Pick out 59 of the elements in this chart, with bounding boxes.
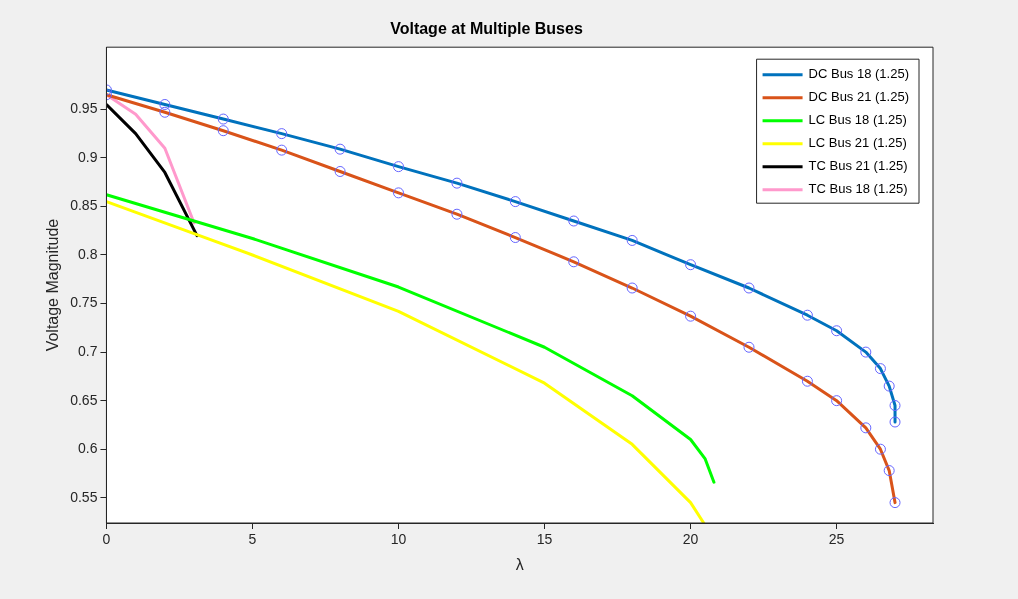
legend-label: DC Bus 21 (1.25) bbox=[808, 89, 909, 105]
chart-title: Voltage at Multiple Buses bbox=[390, 20, 583, 38]
point bbox=[801, 375, 813, 387]
y-tick-label: 0.65 bbox=[70, 391, 98, 408]
point bbox=[626, 282, 638, 294]
legend-label: LC Bus 21 (1.25) bbox=[808, 135, 907, 151]
point bbox=[889, 400, 901, 412]
x-tick-label: 25 bbox=[828, 531, 845, 548]
point bbox=[451, 208, 463, 220]
point bbox=[276, 144, 288, 156]
point bbox=[159, 98, 171, 110]
y-tick-label: 0.55 bbox=[70, 488, 98, 505]
point bbox=[831, 325, 843, 337]
point bbox=[159, 106, 171, 118]
x-tick-label: 20 bbox=[682, 531, 699, 548]
point bbox=[334, 165, 346, 177]
point bbox=[509, 232, 521, 244]
y-axis-title: Voltage Magnitude bbox=[44, 218, 62, 352]
point bbox=[393, 187, 405, 199]
point bbox=[509, 196, 521, 208]
point bbox=[889, 416, 901, 428]
point bbox=[393, 161, 405, 173]
point bbox=[889, 497, 901, 509]
point bbox=[685, 310, 697, 322]
point bbox=[217, 125, 229, 137]
y-tick-label: 0.8 bbox=[77, 245, 98, 262]
y-tick-label: 0.85 bbox=[70, 197, 98, 214]
legend-label: DC Bus 18 (1.25) bbox=[808, 66, 909, 82]
y-tick-label: 0.9 bbox=[77, 148, 98, 165]
point bbox=[874, 363, 886, 375]
point bbox=[743, 341, 755, 353]
legend-label: TC Bus 21 (1.25) bbox=[808, 158, 908, 174]
point bbox=[874, 443, 886, 455]
x-tick-label: 10 bbox=[390, 531, 407, 548]
point bbox=[831, 395, 843, 407]
legend-label: TC Bus 18 (1.25) bbox=[808, 181, 908, 197]
y-tick-label: 0.75 bbox=[70, 294, 98, 311]
x-tick-label: 15 bbox=[536, 531, 553, 548]
legend-label: LC Bus 18 (1.25) bbox=[808, 112, 907, 128]
point bbox=[860, 346, 872, 358]
point bbox=[451, 177, 463, 189]
point bbox=[883, 380, 895, 392]
y-tick-label: 0.7 bbox=[77, 342, 98, 359]
point bbox=[276, 128, 288, 140]
point bbox=[883, 465, 895, 477]
x-tick-label: 0 bbox=[102, 531, 111, 548]
y-tick-label: 0.95 bbox=[70, 100, 98, 117]
point bbox=[743, 282, 755, 294]
point bbox=[685, 259, 697, 271]
point bbox=[801, 309, 813, 321]
point bbox=[626, 234, 638, 246]
point bbox=[334, 143, 346, 155]
x-axis-title: λ bbox=[515, 555, 524, 573]
point bbox=[568, 256, 580, 268]
y-tick-label: 0.6 bbox=[77, 440, 98, 457]
point bbox=[217, 113, 229, 125]
point bbox=[568, 215, 580, 227]
point bbox=[860, 422, 872, 434]
x-tick-label: 5 bbox=[248, 531, 257, 548]
